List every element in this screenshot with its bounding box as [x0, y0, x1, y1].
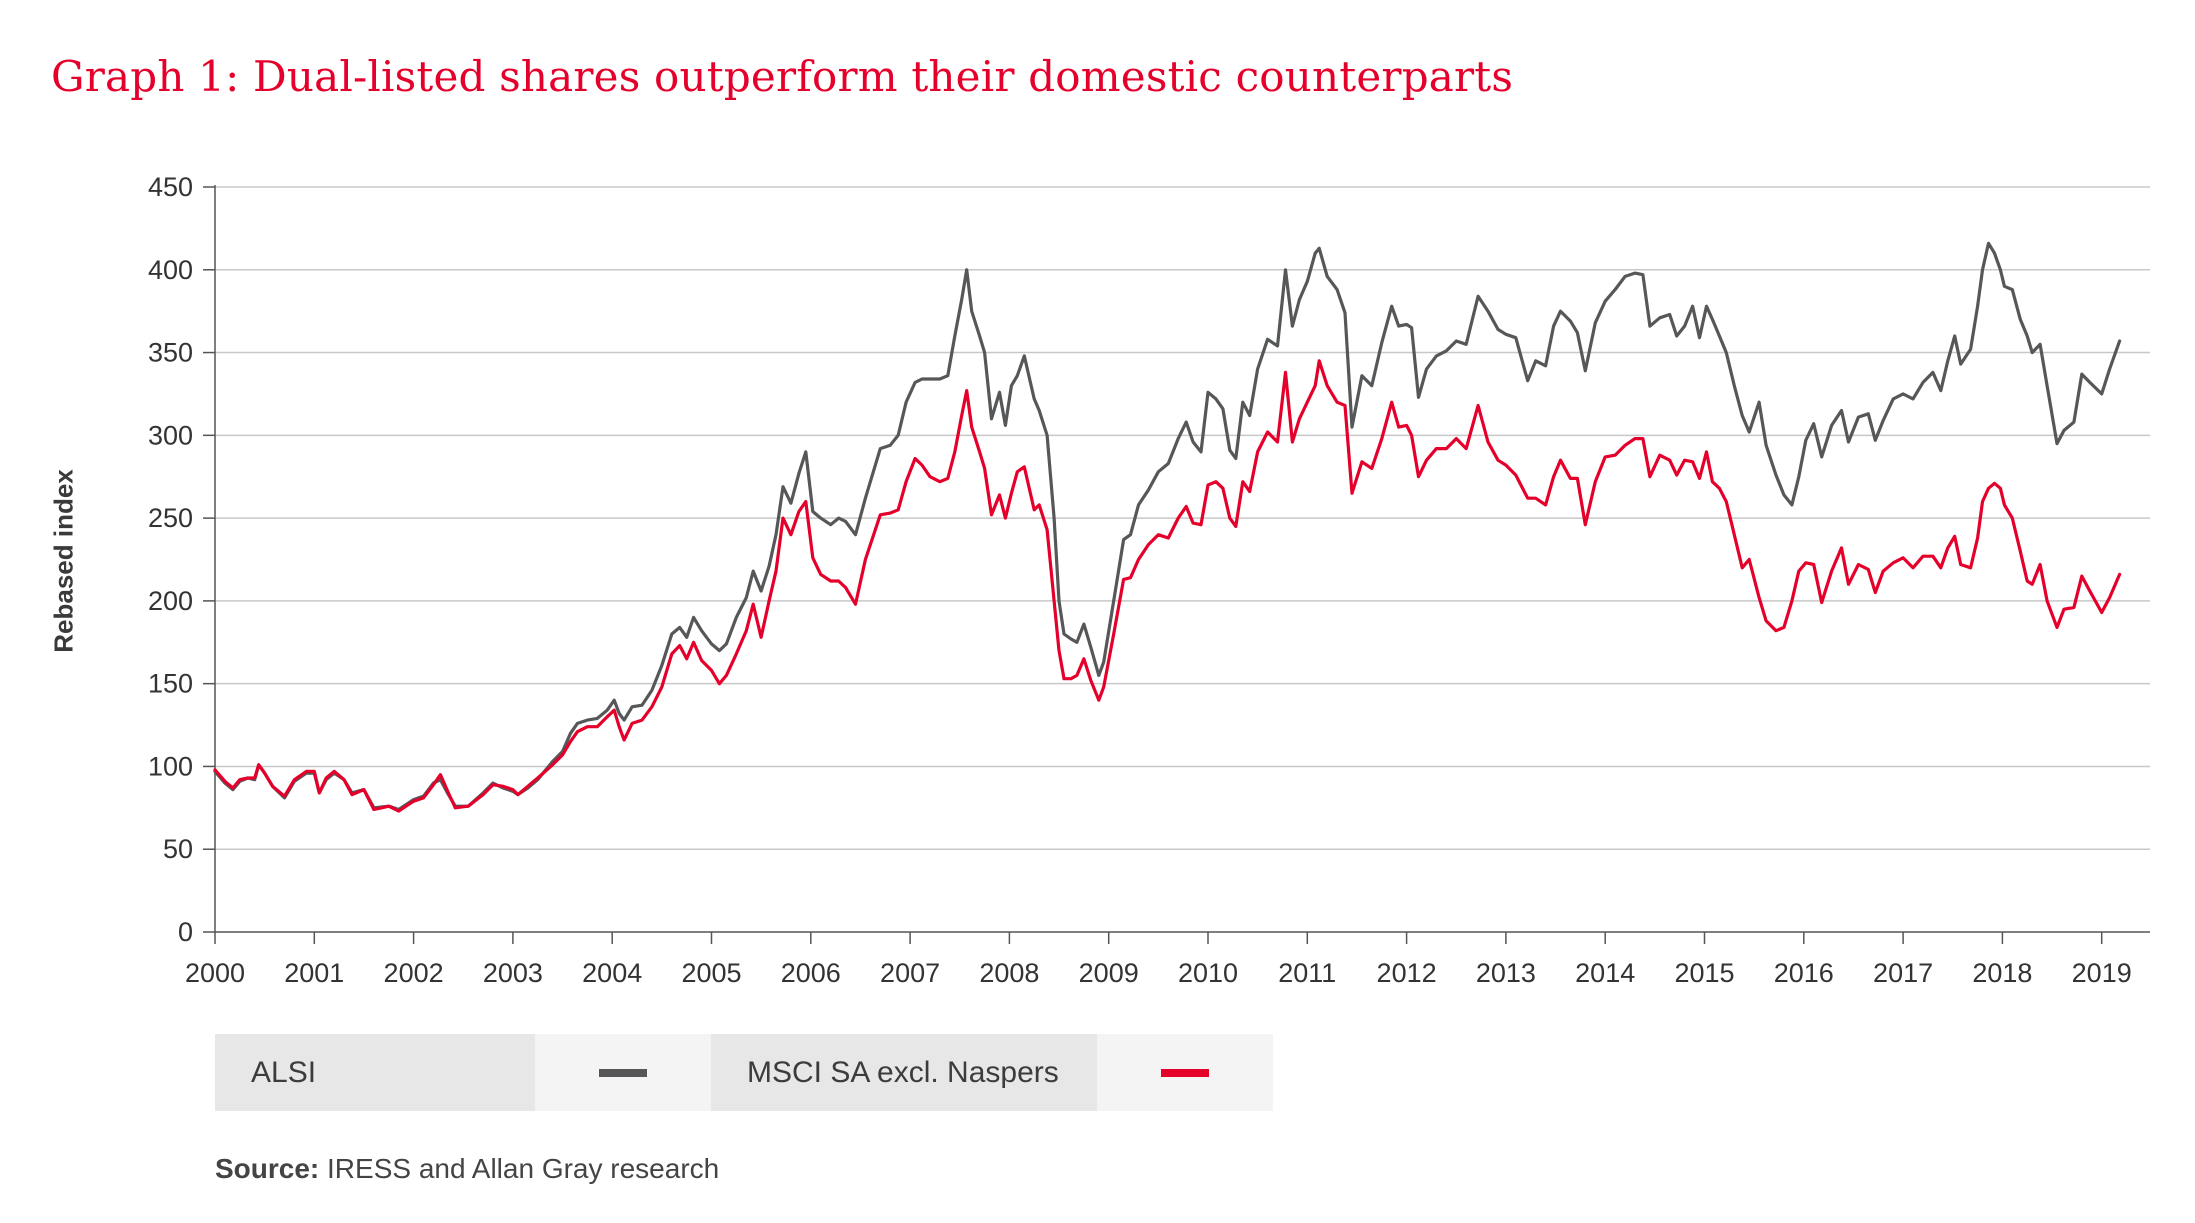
series-line-alsi: [213, 241, 2122, 812]
legend-swatch-msci: [1097, 1034, 1273, 1111]
x-tick-label: 2017: [1873, 958, 1933, 988]
x-tick-label: 2007: [880, 958, 940, 988]
legend: ALSI MSCI SA excl. Naspers: [215, 1034, 1273, 1111]
x-tick-label: 2015: [1674, 958, 1734, 988]
x-tick-label: 2006: [781, 958, 841, 988]
legend-swatch-alsi: [535, 1034, 711, 1111]
x-tick-label: 2002: [384, 958, 444, 988]
x-tick-label: 2010: [1178, 958, 1238, 988]
y-tick-label: 200: [148, 586, 193, 616]
y-tick-label: 350: [148, 338, 193, 368]
y-tick-label: 450: [148, 172, 193, 202]
x-tick-label: 2000: [185, 958, 245, 988]
x-tick-label: 2003: [483, 958, 543, 988]
x-tick-label: 2008: [979, 958, 1039, 988]
x-tick-label: 2005: [681, 958, 741, 988]
x-tick-label: 2001: [284, 958, 344, 988]
x-tick-label: 2011: [1278, 958, 1336, 988]
x-tick-label: 2009: [1079, 958, 1139, 988]
x-tick-label: 2012: [1377, 958, 1437, 988]
y-tick-label: 100: [148, 751, 193, 781]
x-tick-label: 2016: [1774, 958, 1834, 988]
y-tick-label: 0: [178, 917, 193, 947]
y-tick-label: 400: [148, 255, 193, 285]
x-tick-label: 2019: [2072, 958, 2132, 988]
source-note: Source: IRESS and Allan Gray research: [215, 1153, 719, 1185]
legend-label-msci: MSCI SA excl. Naspers: [711, 1034, 1097, 1111]
series-line-msci-sa-excl-naspers: [213, 359, 2122, 813]
source-text: IRESS and Allan Gray research: [327, 1153, 720, 1184]
y-tick-label: 150: [148, 669, 193, 699]
x-tick-label: 2013: [1476, 958, 1536, 988]
y-tick-label: 50: [163, 834, 193, 864]
y-tick-label: 300: [148, 420, 193, 450]
legend-label-alsi: ALSI: [215, 1034, 535, 1111]
x-tick-label: 2018: [1972, 958, 2032, 988]
x-tick-label: 2014: [1575, 958, 1635, 988]
x-tick-label: 2004: [582, 958, 642, 988]
y-tick-label: 250: [148, 503, 193, 533]
chart-title: Graph 1: Dual-listed shares outperform t…: [51, 52, 1514, 101]
source-label: Source:: [215, 1153, 320, 1184]
